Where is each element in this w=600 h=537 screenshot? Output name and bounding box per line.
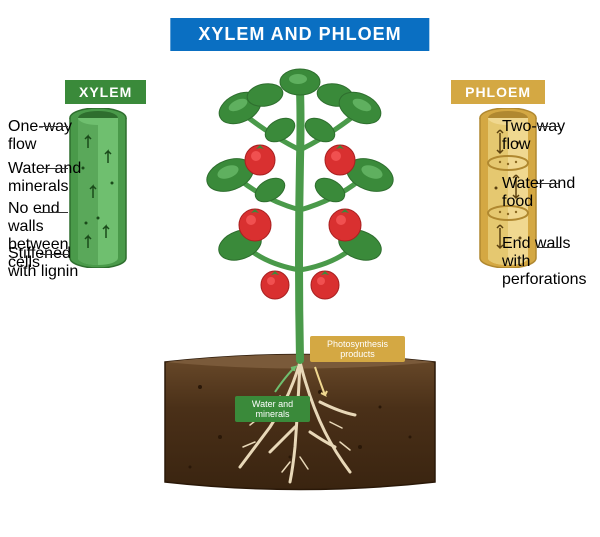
- photosynthesis-label: Photosynthesis products: [310, 336, 405, 362]
- phloem-callout-food: Water and food: [502, 175, 592, 211]
- phloem-callout-flow: Two-way flow: [502, 118, 592, 154]
- xylem-label: XYLEM: [65, 80, 146, 104]
- xylem-callout-lignin: Stiffened with lignin: [8, 245, 98, 281]
- water-minerals-label: Water and minerals: [235, 396, 310, 422]
- xylem-callout-water: Water and minerals: [8, 160, 98, 196]
- phloem-label: PHLOEM: [451, 80, 545, 104]
- phloem-callout-walls: End walls with perforations: [502, 235, 592, 289]
- xylem-callout-flow: One-way flow: [8, 118, 98, 154]
- diagram-title: XYLEM AND PHLOEM: [170, 18, 429, 51]
